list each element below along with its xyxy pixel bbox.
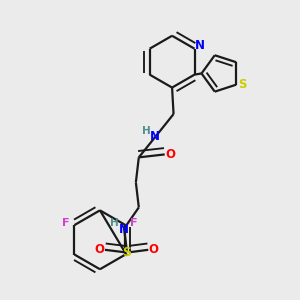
Text: F: F <box>62 218 70 228</box>
Text: O: O <box>165 148 175 161</box>
Text: F: F <box>130 218 137 228</box>
Text: H: H <box>110 218 119 228</box>
Text: N: N <box>118 223 128 236</box>
Text: O: O <box>148 243 158 256</box>
Text: H: H <box>142 126 151 136</box>
Text: N: N <box>149 130 159 143</box>
Text: S: S <box>122 246 131 259</box>
Text: S: S <box>238 78 247 91</box>
Text: N: N <box>195 39 205 52</box>
Text: O: O <box>95 243 105 256</box>
